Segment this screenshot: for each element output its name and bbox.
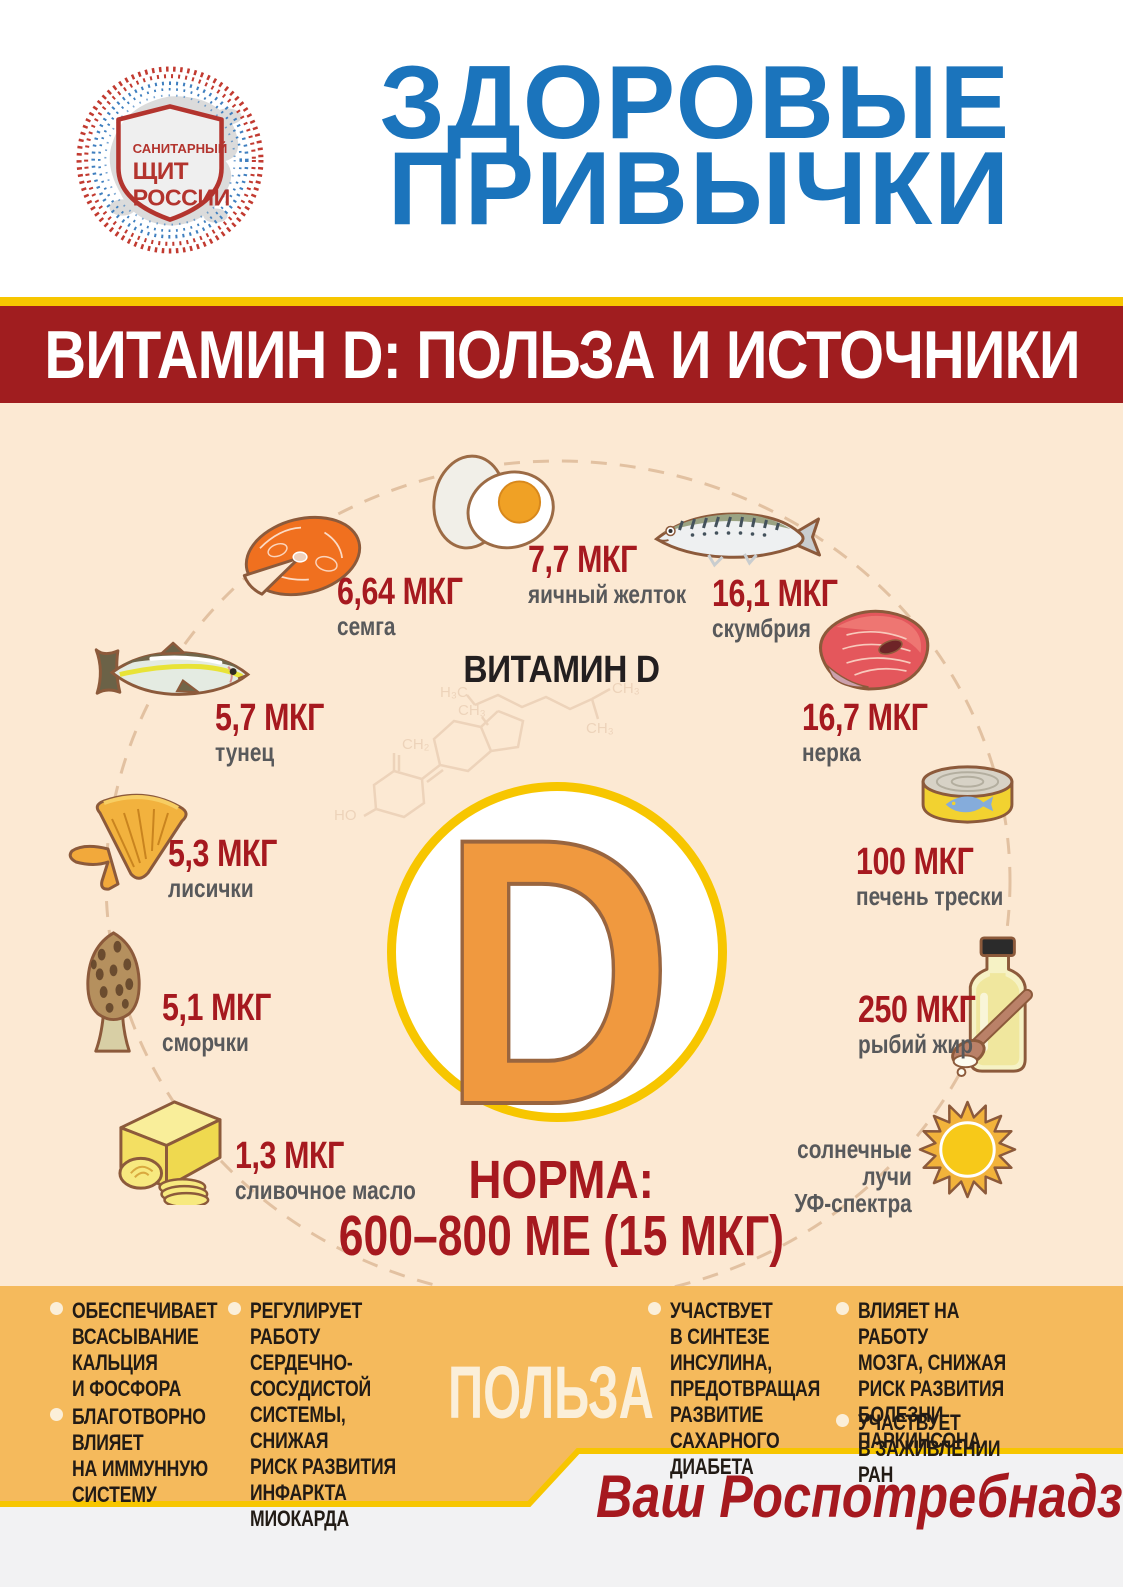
source-salmon: 6,64 МКГ семга (337, 571, 494, 641)
source-name: сливочное масло (235, 1175, 416, 1205)
chem-label-ch3-c: CH₃ (458, 702, 486, 719)
butter-icon (118, 1100, 222, 1205)
sanitary-shield-logo: САНИТАРНЫЙ ЩИТ РОССИИ (76, 66, 264, 254)
chemical-structure: H₃C CH₃ CH₃ CH₃ CH₂ HO (334, 680, 640, 824)
source-chanterelles: 5,3 МКГ лисички (168, 833, 304, 903)
source-name: тунец (215, 737, 275, 767)
salmon-steak-icon (242, 515, 362, 597)
chem-label-ch3-a: CH₃ (612, 680, 640, 697)
benefit-wounds: УЧАСТВУЕТ В ЗАЖИВЛЕНИИ РАН (836, 1410, 1071, 1488)
poster-title-line2: ПРИВЫЧКИ (387, 131, 1011, 248)
norm-value: 600–800 МЕ (15 МКГ) (338, 1204, 785, 1268)
source-name: скумбрия (712, 613, 811, 643)
shield-icon (116, 104, 224, 222)
source-name: лисички (168, 873, 254, 903)
chem-label-h3c: H₃C (440, 684, 468, 701)
tuna-icon (94, 641, 251, 696)
source-value: 100 МКГ (856, 841, 974, 883)
banner-title: ВИТАМИН D: ПОЛЬЗА И ИСТОЧНИКИ (43, 316, 1080, 393)
source-name: семга (337, 611, 396, 641)
egg-icon (432, 454, 555, 550)
source-value: 5,7 МКГ (215, 697, 325, 739)
banner: ВИТАМИН D: ПОЛЬЗА И ИСТОЧНИКИ (0, 306, 1123, 403)
source-morels: 5,1 МКГ сморчки (162, 987, 298, 1057)
norm-heading: НОРМА: (468, 1150, 655, 1210)
source-name: нерка (802, 737, 861, 767)
vitamin-d-badge: D (387, 780, 727, 1164)
logo-text-line3: РОССИИ (133, 184, 230, 210)
bullet-dot-icon (50, 1408, 63, 1421)
source-value: 6,64 МКГ (337, 571, 463, 613)
benefits-title: ПОЛЬЗА (448, 1351, 654, 1434)
source-value: 7,7 МКГ (528, 539, 638, 581)
benefits-panel-shape (0, 1286, 1123, 1507)
chem-label-ch3-b: CH₃ (586, 720, 614, 737)
source-fish-oil: 250 МКГ рыбий жир (858, 989, 1005, 1059)
source-mackerel: 16,1 МКГ скумбрия (712, 573, 869, 643)
source-value: 5,1 МКГ (162, 987, 272, 1029)
benefits-section: ОБЕСПЕЧИВАЕТ ВСАСЫВАНИЕ КАЛЬЦИЯ И ФОСФОР… (0, 1286, 1123, 1587)
poster-title-line1: ЗДОРОВЫЕ (379, 45, 1011, 161)
bullet-dot-icon (836, 1414, 849, 1427)
mackerel-icon (653, 512, 821, 568)
benefit-calcium: ОБЕСПЕЧИВАЕТ ВСАСЫВАНИЕ КАЛЬЦИЯ И ФОСФОР… (50, 1298, 285, 1402)
source-value: 16,7 МКГ (802, 697, 928, 739)
benefit-immune: БЛАГОТВОРНО ВЛИЯЕТ НА ИММУННУЮ СИСТЕМУ (50, 1404, 285, 1508)
bullet-dot-icon (50, 1302, 63, 1315)
source-value: 1,3 МКГ (235, 1135, 345, 1177)
cod-liver-can-icon (921, 765, 1014, 824)
gold-divider (0, 297, 1123, 306)
logo-text-line2: ЩИТ (133, 158, 189, 185)
source-cod-liver: 100 МКГ печень трески (856, 841, 1040, 911)
sun-icon (918, 1100, 1017, 1199)
source-value: 16,1 МКГ (712, 573, 838, 615)
benefit-brain: ВЛИЯЕТ НА РАБОТУ МОЗГА, СНИЖАЯ РИСК РАЗВ… (836, 1298, 1071, 1454)
chanterelle-icon (68, 793, 188, 891)
rospotrebnadzor-signature: Ваш Роспотребнадзор (596, 1463, 1123, 1530)
source-butter: 1,3 МКГ сливочное масло (235, 1135, 461, 1205)
source-name: солнечные лучи УФ-спектра (794, 1134, 912, 1218)
benefit-cardio: РЕГУЛИРУЕТ РАБОТУ СЕРДЕЧНО- СОСУДИСТОЙ С… (228, 1298, 463, 1532)
bullet-dot-icon (648, 1302, 661, 1315)
logo-text-line1: САНИТАРНЫЙ (133, 141, 228, 156)
sockeye-steak-icon (819, 609, 930, 691)
vitamin-d-letter: D (439, 759, 676, 1184)
halftone-ring (76, 66, 264, 254)
bullet-dot-icon (836, 1302, 849, 1315)
source-value: 5,3 МКГ (168, 833, 278, 875)
source-name: рыбий жир (858, 1029, 973, 1059)
source-sunlight: солнечные лучи УФ-спектра (765, 1133, 912, 1217)
benefit-insulin: УЧАСТВУЕТ В СИНТЕЗЕ ИНСУЛИНА, ПРЕДОТВРАЩ… (648, 1298, 883, 1480)
source-name: печень трески (856, 881, 1004, 911)
fish-oil-bottle-icon (951, 936, 1033, 1077)
poster-title: ЗДОРОВЫЕ ПРИВЫЧКИ (379, 45, 1011, 248)
source-value: 250 МКГ (858, 989, 976, 1031)
bullet-dot-icon (228, 1302, 241, 1315)
morel-icon (86, 931, 141, 1053)
sources-section: H₃C CH₃ CH₃ CH₃ CH₂ HO ВИТАМИН D (0, 403, 1123, 1286)
source-tuna: 5,7 МКГ тунец (215, 697, 351, 767)
vitamin-d-heading: ВИТАМИН D (463, 649, 660, 691)
chem-label-ho: HO (334, 807, 357, 824)
source-egg-yolk: 7,7 МКГ яичный желток (528, 539, 726, 609)
header: САНИТАРНЫЙ ЩИТ РОССИИ ЗДОРОВЫЕ ПРИВЫЧКИ (0, 0, 1123, 297)
source-name: сморчки (162, 1027, 249, 1057)
source-name: яичный желток (528, 579, 687, 609)
source-sockeye: 16,7 МКГ нерка (802, 697, 959, 767)
chem-label-ch2: CH₂ (402, 736, 430, 753)
